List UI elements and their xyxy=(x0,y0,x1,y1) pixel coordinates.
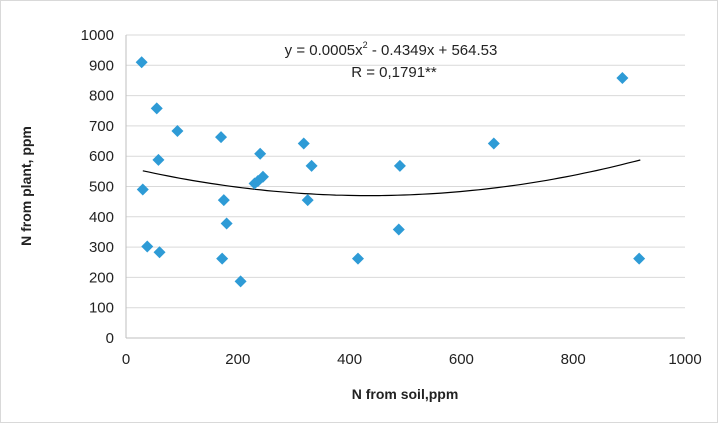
data-point xyxy=(171,125,184,138)
tick-labels: 0 100 200 300 400 500 600 700 800 900 1000 0 200 400 6… xyxy=(81,27,702,368)
data-point xyxy=(297,137,310,150)
y-tick-label: 1000 xyxy=(81,27,114,44)
data-point xyxy=(217,194,230,207)
data-point xyxy=(141,240,154,253)
data-point xyxy=(152,153,165,166)
r-value-label: R = 0,1791** xyxy=(351,64,437,81)
data-point xyxy=(220,217,233,230)
data-point xyxy=(487,137,500,150)
y-tick-label: 900 xyxy=(89,57,114,74)
x-tick-label: 0 xyxy=(122,351,130,368)
data-point xyxy=(393,159,406,172)
trendline-layer xyxy=(142,159,641,197)
y-tick-label: 100 xyxy=(89,300,114,317)
y-tick-label: 0 xyxy=(106,330,114,347)
y-tick-label: 600 xyxy=(89,148,114,165)
data-point xyxy=(633,252,646,265)
gridlines xyxy=(126,34,685,309)
data-points xyxy=(135,56,646,288)
y-tick-label: 700 xyxy=(89,118,114,135)
y-tick-label: 300 xyxy=(89,239,114,256)
data-point xyxy=(305,159,318,172)
trendline-equation: y = 0.0005x2 - 0.4349x + 564.53 xyxy=(285,40,498,59)
x-tick-label: 800 xyxy=(561,351,586,368)
data-point xyxy=(301,194,314,207)
data-point xyxy=(234,275,247,288)
data-point xyxy=(215,131,228,144)
y-tick-label: 200 xyxy=(89,269,114,286)
y-tick-label: 500 xyxy=(89,179,114,196)
axes xyxy=(125,35,685,339)
data-point xyxy=(135,56,148,69)
y-tick-label: 800 xyxy=(89,88,114,105)
data-point xyxy=(256,170,269,183)
data-point xyxy=(254,147,267,160)
x-tick-label: 1000 xyxy=(668,351,701,368)
data-point xyxy=(153,246,166,259)
data-point xyxy=(392,223,405,236)
data-point xyxy=(616,72,629,85)
x-tick-label: 200 xyxy=(225,351,250,368)
trendline-curve xyxy=(142,159,641,197)
y-tick-label: 400 xyxy=(89,209,114,226)
y-axis-title: N from plant, ppm xyxy=(18,126,34,246)
data-point xyxy=(136,183,149,196)
x-axis-title: N from soil,ppm xyxy=(352,386,459,402)
x-tick-label: 600 xyxy=(449,351,474,368)
x-tick-label: 400 xyxy=(337,351,362,368)
data-point xyxy=(216,252,229,265)
data-point xyxy=(150,102,163,115)
data-point xyxy=(351,252,364,265)
